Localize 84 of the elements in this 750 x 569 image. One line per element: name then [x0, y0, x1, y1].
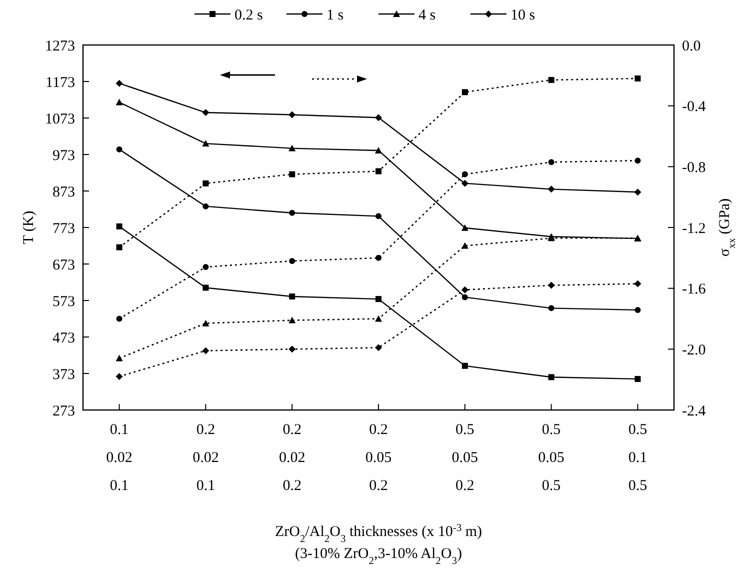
y2-tick-label: -1.2 — [682, 220, 706, 237]
point — [116, 223, 122, 230]
y-tick-label: 373 — [52, 366, 75, 383]
legend-label: 10 s — [510, 7, 536, 24]
legend-label: 4 s — [418, 7, 436, 24]
point — [288, 346, 296, 353]
y-tick-label: 273 — [52, 403, 75, 420]
y2-tick-label: 0.0 — [682, 38, 701, 54]
x-tick-label: 0.2 0.05 0.2 — [365, 422, 392, 494]
point — [462, 294, 468, 300]
point — [202, 264, 209, 270]
point — [548, 374, 554, 380]
point — [548, 159, 554, 166]
point — [634, 75, 641, 82]
y-tick-label: 1273 — [45, 38, 75, 54]
y-tick-label: 873 — [52, 184, 75, 200]
x-tick-label: 0.2 0.02 0.1 — [192, 422, 219, 494]
point — [461, 224, 468, 231]
point — [116, 244, 122, 250]
point — [548, 186, 555, 193]
point — [634, 188, 642, 196]
point — [116, 98, 123, 106]
point — [289, 258, 296, 264]
y-tick-label: 673 — [52, 257, 75, 274]
y-axis-title: T (K) — [21, 210, 37, 244]
x-tick-label: 0.5 0.05 0.5 — [538, 422, 564, 494]
point — [376, 213, 382, 220]
legend-label: 0.2 s — [234, 7, 263, 24]
point — [289, 210, 296, 216]
point — [548, 305, 554, 312]
y2-tick-label: -2.0 — [682, 342, 706, 358]
point — [116, 146, 122, 152]
text: ZrO$_{2}$/Al$_{2}$O$_{3}$ thicknesses (x 10$^{-3}$ m) — [274, 522, 482, 544]
legend-label: 1 s — [326, 7, 344, 24]
y-tick-label: 473 — [52, 330, 75, 346]
x-tick-label: 0.5 0.1 0.5 — [628, 422, 648, 494]
point — [202, 180, 209, 186]
point — [375, 114, 382, 122]
point — [461, 242, 468, 249]
point — [375, 146, 382, 154]
point — [289, 171, 296, 178]
y2-tick-label: -2.4 — [682, 403, 706, 420]
point — [116, 80, 123, 87]
y2-tick-label: -0.4 — [682, 99, 706, 116]
point — [462, 89, 468, 96]
point — [289, 293, 296, 300]
y2-tick-label: -1.6 — [682, 282, 706, 298]
point — [202, 347, 210, 354]
point — [202, 284, 209, 291]
x-tick-label: 0.5 0.05 0.2 — [452, 422, 478, 494]
point — [202, 109, 210, 116]
y-tick-label: 773 — [52, 220, 75, 237]
point — [462, 362, 468, 369]
point — [548, 76, 554, 83]
point — [116, 354, 123, 362]
x-tick-label: 0.2 0.02 0.2 — [278, 422, 306, 494]
x-tick-label: 0.1 0.02 0.1 — [106, 422, 132, 494]
point — [288, 144, 296, 152]
point — [288, 316, 296, 324]
y-tick-label: 1073 — [45, 111, 75, 128]
y2-tick-label: -0.8 — [682, 160, 706, 176]
point — [202, 140, 210, 147]
point — [548, 282, 555, 289]
y-tick-label: 1173 — [46, 74, 75, 91]
point — [634, 280, 642, 288]
y-tick-label: 573 — [52, 294, 75, 310]
point — [202, 320, 210, 326]
point — [461, 180, 468, 187]
point — [376, 168, 382, 174]
point — [634, 376, 641, 382]
point — [375, 315, 382, 322]
point — [116, 316, 122, 322]
point — [634, 306, 641, 313]
point — [375, 344, 382, 352]
point — [461, 286, 468, 294]
point — [376, 254, 382, 261]
y-tick-label: 973 — [52, 148, 75, 164]
text: (3-10% ZrO$_{2}$,3-10% Al$_{2}$O$_{3}$) — [295, 546, 462, 566]
point — [202, 203, 209, 210]
point — [116, 373, 123, 380]
point — [634, 158, 641, 164]
point — [288, 111, 296, 118]
point — [376, 296, 382, 302]
point — [462, 171, 468, 178]
